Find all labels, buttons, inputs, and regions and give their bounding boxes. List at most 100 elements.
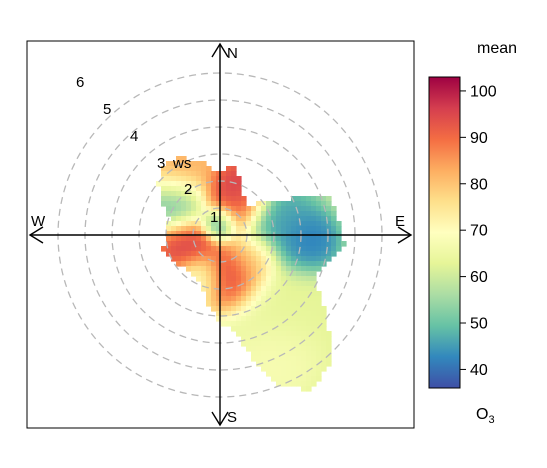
heat-cell [191, 171, 197, 177]
heat-cell [306, 291, 312, 297]
heat-cell [276, 326, 282, 332]
heat-cell [291, 276, 297, 282]
heat-cell [231, 166, 237, 172]
arrow-north-icon [211, 42, 229, 58]
heat-cell [201, 186, 207, 192]
heat-cell [201, 206, 207, 212]
heat-cell [206, 166, 212, 172]
heat-cell [261, 326, 267, 332]
heat-cell [236, 291, 242, 297]
heat-cell [176, 186, 182, 192]
heat-cell [306, 301, 312, 307]
heat-cell [216, 226, 222, 232]
heat-cell [216, 216, 222, 222]
heat-cell [286, 216, 292, 222]
heat-cell [176, 206, 182, 212]
heat-cell [211, 186, 217, 192]
heat-cell [336, 241, 342, 247]
heat-cell [226, 186, 232, 192]
heat-cell [316, 231, 322, 237]
heat-cell [321, 216, 327, 222]
heat-cell [216, 316, 222, 322]
heat-cell [236, 221, 242, 227]
heat-cell [201, 226, 207, 232]
heat-cell [326, 241, 332, 247]
heat-cell [286, 241, 292, 247]
heat-cell [286, 381, 292, 387]
heat-cell [231, 271, 237, 277]
heat-cell [311, 331, 317, 337]
heat-cell [196, 226, 202, 232]
heat-cell [286, 231, 292, 237]
heat-cell [286, 281, 292, 287]
heat-cell [266, 341, 272, 347]
heat-cell [301, 276, 307, 282]
heat-cell [291, 246, 297, 252]
heat-cell [161, 246, 167, 252]
heat-cell [201, 271, 207, 277]
heat-cell [261, 236, 267, 242]
heat-cell [296, 296, 302, 302]
heat-cell [201, 251, 207, 257]
heat-cell [256, 261, 262, 267]
heat-cell [166, 231, 172, 237]
heat-cell [271, 321, 277, 327]
heat-cell [176, 161, 182, 167]
heat-cell [171, 211, 177, 217]
heat-cell [271, 366, 277, 372]
colorbar-label-subscript: 3 [488, 414, 494, 426]
heat-cell [271, 316, 277, 322]
heat-cell [306, 321, 312, 327]
heat-cell [291, 241, 297, 247]
heat-cell [316, 366, 322, 372]
heat-cell [211, 296, 217, 302]
heat-cell [216, 206, 222, 212]
heat-cell [181, 181, 187, 187]
heat-cell [326, 351, 332, 357]
heat-cell [231, 251, 237, 257]
heat-cell [306, 201, 312, 207]
heat-cell [316, 251, 322, 257]
heat-cell [241, 226, 247, 232]
heat-cell [271, 201, 277, 207]
heat-cell [316, 296, 322, 302]
heat-cell [221, 311, 227, 317]
heat-cell [276, 276, 282, 282]
heat-cell [276, 306, 282, 312]
heat-cell [291, 266, 297, 272]
heat-cell [321, 331, 327, 337]
heat-cell [256, 321, 262, 327]
heat-cell [226, 166, 232, 172]
heat-cell [186, 236, 192, 242]
heat-cell [276, 301, 282, 307]
heat-cell [231, 291, 237, 297]
heat-cell [276, 251, 282, 257]
heat-cell [171, 181, 177, 187]
heat-cell [326, 356, 332, 362]
heat-cell [296, 246, 302, 252]
arrow-west-icon [28, 226, 44, 244]
heat-cell [246, 301, 252, 307]
heat-cell [256, 316, 262, 322]
heat-cell [201, 266, 207, 272]
heat-cell [201, 231, 207, 237]
heat-cell [196, 176, 202, 182]
heat-cell [181, 176, 187, 182]
heat-cell [251, 236, 257, 242]
heat-cell [216, 291, 222, 297]
heat-cell [226, 266, 232, 272]
heat-cell [256, 281, 262, 287]
heat-cell [301, 236, 307, 242]
heat-cell [171, 236, 177, 242]
heat-cell [251, 246, 257, 252]
heat-cell [206, 256, 212, 262]
heat-cell [311, 206, 317, 212]
heat-cell [181, 246, 187, 252]
heat-cell [311, 351, 317, 357]
heat-cell [261, 211, 267, 217]
heat-cell [301, 376, 307, 382]
heat-cell [211, 236, 217, 242]
heat-cell [276, 291, 282, 297]
heat-cell [191, 266, 197, 272]
heat-cell [281, 221, 287, 227]
